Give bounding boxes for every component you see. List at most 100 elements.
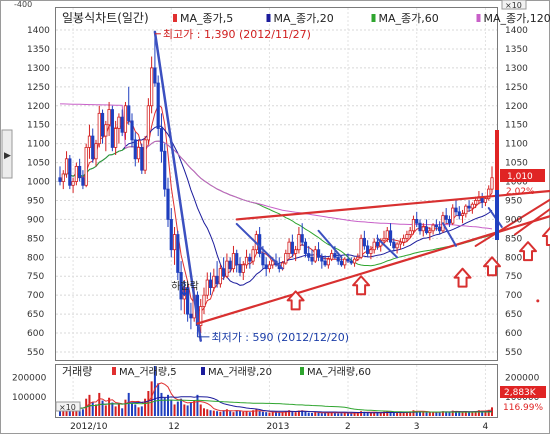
y-tick-label-left: 1050 <box>27 159 50 169</box>
volume-bar <box>81 409 84 416</box>
volume-bar <box>474 411 477 416</box>
candle-body <box>123 105 128 133</box>
volume-bar <box>104 405 107 416</box>
candle-body <box>487 188 491 199</box>
volume-bar <box>366 412 369 416</box>
top-right-multiplier-box <box>501 0 527 10</box>
candle-body <box>238 264 242 273</box>
volume-bar <box>343 412 346 416</box>
volume-bar <box>101 400 104 416</box>
x-tick-label: 2 <box>345 422 351 432</box>
volume-bar <box>111 402 114 416</box>
volume-bar <box>255 409 258 416</box>
candle-body <box>267 264 272 270</box>
candle-body <box>136 147 141 160</box>
left-scroll-strip[interactable] <box>1 129 13 179</box>
volume-legend-swatch <box>112 367 116 375</box>
candle-body <box>415 219 419 224</box>
up-arrow-icon <box>453 267 472 288</box>
volume-multiplier: ×10 <box>59 403 76 412</box>
volume-bar <box>487 409 490 416</box>
volume-bar <box>307 412 310 416</box>
y-tick-label-left: 1300 <box>27 64 50 74</box>
candle-body <box>97 112 101 145</box>
y-tick-label-left: 900 <box>27 215 44 225</box>
volume-bar <box>239 410 241 416</box>
candle-body <box>366 245 370 254</box>
x-tick-label: 3 <box>414 422 420 432</box>
volume-bar <box>212 410 215 416</box>
candle-body <box>104 124 108 137</box>
volume-bar <box>389 412 392 416</box>
volume-bar <box>327 412 330 416</box>
up-arrow-icon <box>519 241 537 262</box>
volume-bar <box>65 408 68 416</box>
volume-bar <box>376 412 379 416</box>
candle-body <box>248 256 252 262</box>
legend-swatch <box>371 14 376 22</box>
high-annotation: 최고가 : 1,390 (2012/11/27) <box>163 28 311 41</box>
volume-bar <box>281 412 284 416</box>
candle-body <box>352 258 357 264</box>
volume-legend-swatch <box>300 367 304 375</box>
candle-body <box>451 207 455 224</box>
y-tick-label-right: 1400 <box>505 26 528 36</box>
volume-bar <box>261 411 264 416</box>
volume-bar <box>124 399 127 416</box>
current-price-badge <box>500 169 545 182</box>
volume-bar <box>242 411 245 416</box>
candle-body <box>434 224 438 228</box>
volume-bar <box>441 411 444 416</box>
volume-tick-label-right: 200000 <box>505 374 540 384</box>
candle-body <box>189 313 193 319</box>
y-tick-label-left: 1150 <box>27 121 50 131</box>
candle-body <box>235 253 239 266</box>
y-tick-label-right: 1350 <box>505 45 528 55</box>
chart-title: 일봉식차트(일간) <box>62 11 149 25</box>
candle-body <box>74 165 78 182</box>
candle-body <box>127 105 131 122</box>
volume-bar <box>121 408 124 416</box>
top-left-label: -400 <box>14 0 32 9</box>
volume-bar <box>268 412 271 416</box>
candle-body <box>156 82 160 129</box>
volume-bar <box>216 411 219 416</box>
marker-dot <box>536 299 540 303</box>
volume-bar <box>311 412 313 416</box>
candle-body <box>100 112 105 137</box>
volume-bar <box>363 411 366 416</box>
candle-body <box>431 224 435 232</box>
candle-body <box>395 243 399 249</box>
range-bar-red <box>495 130 499 190</box>
candle-body <box>424 226 429 234</box>
candle-body <box>84 147 88 186</box>
y-tick-label-right: 1100 <box>505 140 528 150</box>
left-scroll-arrow[interactable]: ▶ <box>4 151 11 161</box>
y-tick-label-left: 1400 <box>27 26 50 36</box>
volume-bar <box>350 413 353 416</box>
volume-bar <box>448 412 451 416</box>
y-tick-label-left: 950 <box>27 196 44 206</box>
pullback-line <box>235 222 284 270</box>
volume-multiplier-box <box>55 401 81 412</box>
volume-bar <box>297 410 300 416</box>
y-tick-label-right: 1150 <box>505 121 528 131</box>
volume-legend-label: MA_거래량,60 <box>307 366 371 378</box>
candle-body <box>251 249 255 262</box>
candle-body <box>205 279 209 296</box>
candle-body <box>398 241 402 245</box>
decline-trendline <box>153 30 202 342</box>
y-tick-label-left: 800 <box>27 253 44 263</box>
volume-bar <box>193 400 196 416</box>
y-tick-label-left: 1100 <box>27 140 50 150</box>
candle-body <box>114 128 118 148</box>
volume-bar <box>196 394 199 416</box>
volume-bar <box>144 398 147 416</box>
volume-bar <box>160 392 163 416</box>
volume-legend: MA_거래량,5 MA_거래량,20 MA_거래량,60 <box>112 366 371 378</box>
y-tick-label-left: 1200 <box>27 102 50 112</box>
volume-bar <box>294 412 297 416</box>
x-tick-label: 12 <box>168 422 179 432</box>
candle-body <box>78 165 82 179</box>
candle-body <box>460 213 465 217</box>
